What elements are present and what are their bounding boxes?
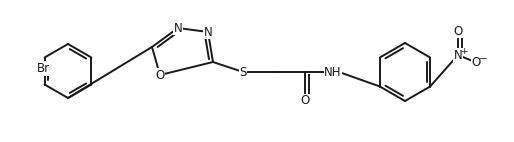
Text: O: O xyxy=(471,56,481,68)
Text: O: O xyxy=(453,25,463,37)
Text: N: N xyxy=(174,21,182,35)
Text: S: S xyxy=(240,65,247,79)
Text: Br: Br xyxy=(37,62,50,75)
Text: NH: NH xyxy=(324,65,342,79)
Text: N: N xyxy=(204,26,212,38)
Text: O: O xyxy=(300,94,309,107)
Text: +: + xyxy=(460,46,468,56)
Text: O: O xyxy=(155,68,164,82)
Text: −: − xyxy=(479,54,487,64)
Text: N: N xyxy=(454,49,463,61)
